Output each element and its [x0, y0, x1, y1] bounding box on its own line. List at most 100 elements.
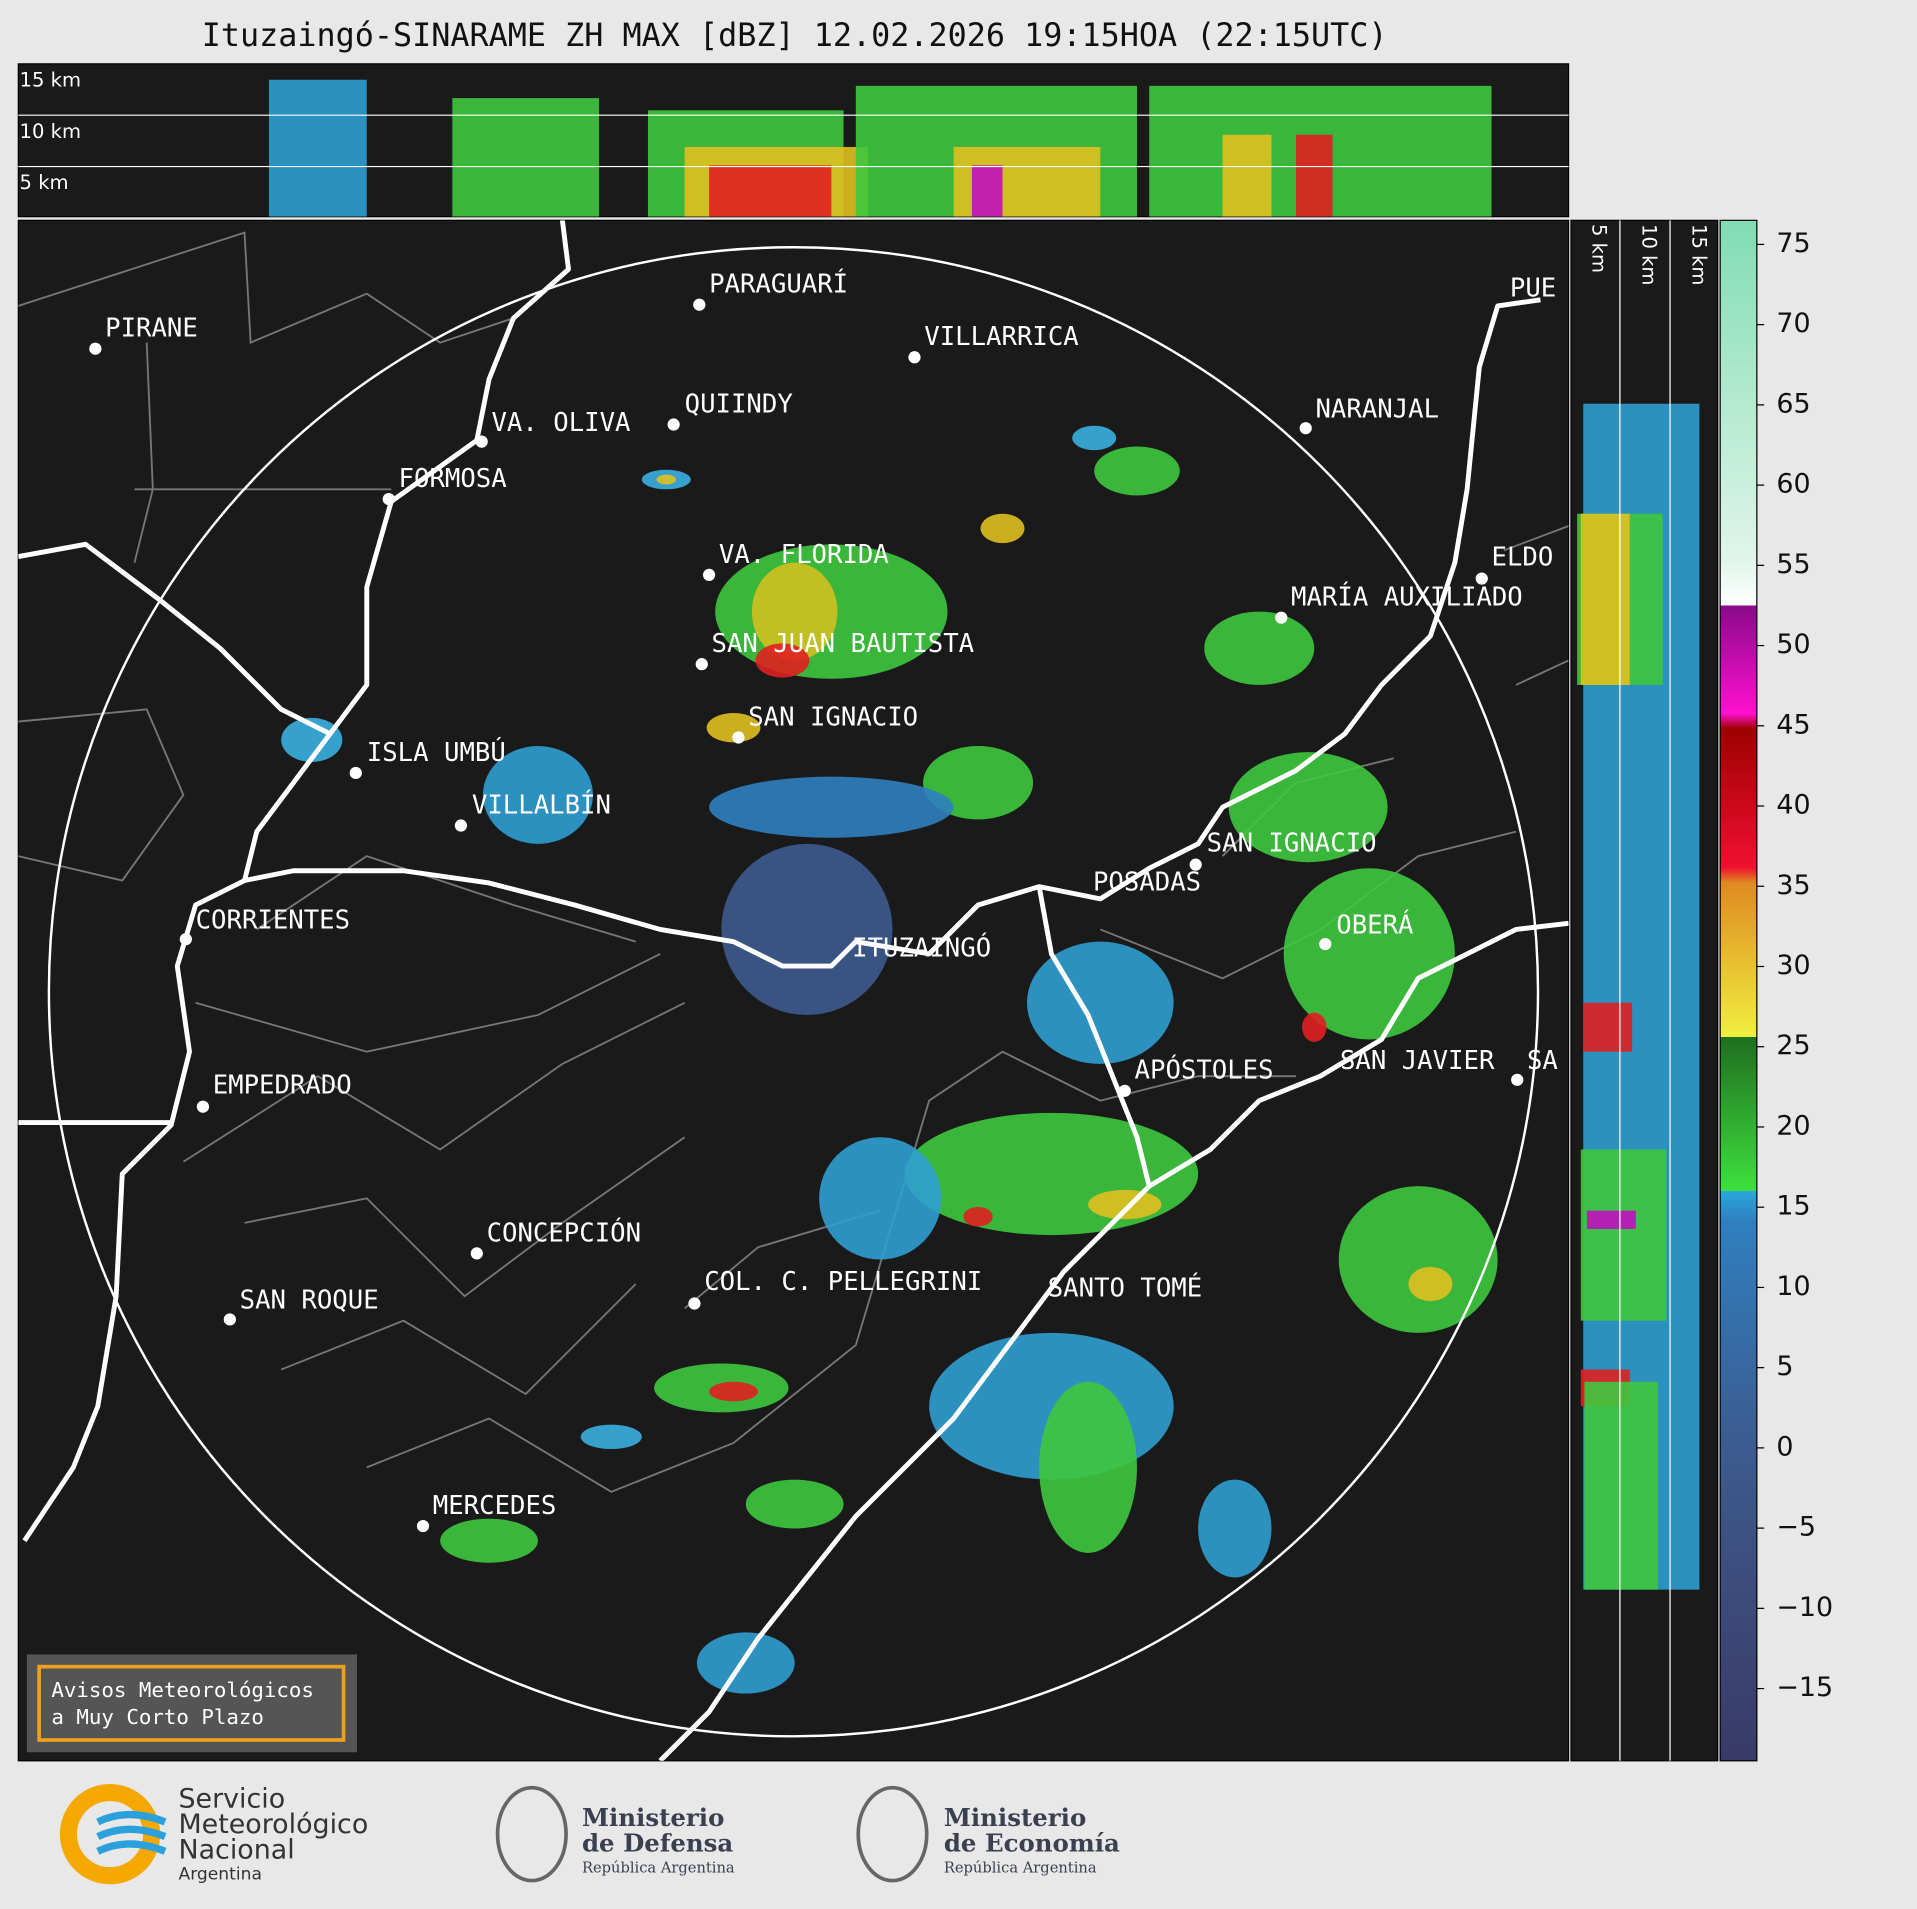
colorbar-tick-label: 65 — [1776, 388, 1810, 419]
ministry-text: de Defensa — [582, 1829, 733, 1858]
echo — [1094, 446, 1180, 496]
place-dot — [667, 418, 680, 431]
place-label: FORMOSA — [399, 464, 507, 494]
echo — [819, 1137, 942, 1260]
echo — [268, 79, 367, 217]
echo — [1338, 1186, 1498, 1333]
place-label: EMPEDRADO — [213, 1070, 352, 1100]
colorbar-tick-label: 30 — [1776, 950, 1810, 981]
place-label: SAN JAVIER — [1340, 1046, 1495, 1076]
place-dot — [1118, 1084, 1131, 1097]
title: Ituzaingó-SINARAME ZH MAX [dBZ] 12.02.20… — [202, 18, 1388, 54]
place-dot — [89, 342, 102, 355]
echo — [482, 746, 593, 844]
echo — [281, 717, 343, 762]
colorbar-tick-label: 55 — [1776, 549, 1810, 580]
notice-text: Avisos Meteorológicos — [51, 1678, 314, 1702]
echo — [1072, 425, 1117, 451]
place-label: MARÍA AUXILIADO — [1291, 581, 1523, 613]
echo — [721, 843, 893, 1016]
notice-text: a Muy Corto Plazo — [51, 1705, 264, 1729]
smn-text: Argentina — [178, 1864, 261, 1884]
place-dot — [688, 1297, 701, 1310]
colorbar-tick-label: −15 — [1776, 1672, 1833, 1703]
smn-text: Meteorológico — [178, 1809, 368, 1840]
smn-text: Nacional — [178, 1835, 294, 1866]
place-dot — [1275, 611, 1288, 624]
place-dot — [475, 435, 488, 448]
place-label: CONCEPCIÓN — [487, 1216, 641, 1248]
colorbar-tick-label: −10 — [1776, 1592, 1833, 1623]
echo — [656, 474, 677, 485]
place-label: QUIINDY — [685, 389, 793, 419]
height-label: 5 km — [20, 171, 69, 194]
place-dot — [908, 351, 921, 364]
echoes — [281, 425, 1498, 1694]
echo — [706, 713, 761, 743]
echo — [1586, 1210, 1636, 1229]
place-label: COL. C. PELLEGRINI — [704, 1267, 982, 1297]
place-label: SAN IGNACIO — [748, 702, 918, 732]
echo — [745, 1479, 844, 1529]
place-dot — [382, 492, 395, 506]
place-dot — [702, 568, 716, 582]
place-dot — [693, 298, 706, 311]
place-dot — [1299, 422, 1312, 435]
echo — [709, 776, 954, 838]
place-dot — [454, 819, 468, 832]
place-label: SAN JUAN BAUTISTA — [712, 629, 975, 659]
notice-border — [37, 1664, 346, 1742]
place-dot — [695, 658, 708, 671]
place-label: VILLALBÍN — [472, 788, 611, 820]
echo — [1222, 134, 1272, 217]
smn-logo-waves — [96, 1811, 167, 1855]
notice-box[interactable] — [26, 1654, 357, 1753]
colorbar-tick-label: 10 — [1776, 1271, 1810, 1302]
place-dot — [179, 933, 192, 946]
places: PARAGUARÍ PIRANE VILLARRICA QUIINDY VA. OLIV… — [89, 268, 1558, 1533]
place-dot — [470, 1247, 483, 1260]
echo — [1228, 752, 1388, 863]
colorbar-tick-label: 35 — [1776, 870, 1810, 901]
height-label: 10 km — [20, 120, 81, 143]
ministry-text: de Economía — [944, 1829, 1120, 1858]
echo — [904, 1112, 1199, 1236]
echo — [1295, 134, 1333, 217]
echo — [1583, 1002, 1633, 1052]
range-ring — [47, 246, 1540, 1738]
height-label: 10 km — [1638, 224, 1661, 285]
place-label: PIRANE — [105, 314, 198, 344]
place-label: PUE — [1510, 273, 1556, 303]
place-dot — [349, 766, 362, 780]
place-label: CORRIENTES — [196, 905, 350, 935]
echo — [1198, 1479, 1272, 1578]
place-label: SA — [1527, 1046, 1558, 1076]
colorbar-tick-label: 50 — [1776, 629, 1810, 660]
echo — [1302, 1012, 1327, 1042]
place-dot — [1511, 1073, 1524, 1086]
echo — [971, 165, 1003, 217]
place-label: PARAGUARÍ — [709, 268, 848, 300]
echo — [1580, 1149, 1667, 1321]
place-dot — [196, 1100, 210, 1113]
colorbar-tick-label: 20 — [1776, 1110, 1810, 1141]
echo — [709, 165, 832, 217]
shield — [856, 1785, 929, 1883]
echo — [1584, 1381, 1658, 1590]
place-label: ELDO — [1492, 542, 1554, 572]
echo — [1088, 1189, 1162, 1220]
echo — [1580, 513, 1630, 685]
top-echoes — [268, 79, 1492, 217]
echo — [751, 562, 838, 661]
place-label: POSADAS — [1093, 867, 1201, 897]
echo — [1283, 868, 1455, 1040]
colorbar-tick-label: 75 — [1776, 228, 1810, 259]
place-label: OBERÁ — [1336, 908, 1413, 940]
echo — [452, 98, 600, 217]
ministry-text: República Argentina — [944, 1859, 1097, 1876]
place-label: MERCEDES — [433, 1491, 557, 1521]
ministry-text: Ministerio — [944, 1803, 1086, 1832]
